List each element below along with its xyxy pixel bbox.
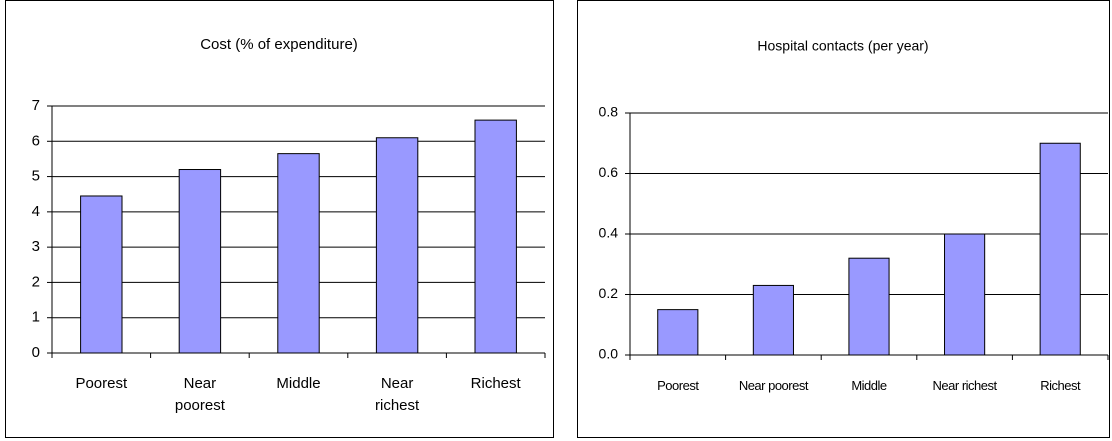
- x-tick-label-box: Near richest: [375, 375, 420, 414]
- x-tick-label: Richest: [470, 375, 521, 392]
- y-tick-label: 5: [32, 168, 40, 185]
- bar: [657, 309, 699, 356]
- chart-frame: [5, 0, 1110, 438]
- chart-title: Cost (% of expenditure): [200, 36, 358, 53]
- y-tick-label: 0: [32, 344, 40, 361]
- x-tick-label-box: Poorest: [75, 375, 128, 392]
- bar: [277, 153, 320, 354]
- y-tick-label: 1: [32, 309, 40, 326]
- y-tick-label: 0.2: [599, 285, 619, 301]
- chart: Hospital contacts (per year) 0.0 0.2 0.4 0.6…: [599, 38, 1109, 393]
- bar: [375, 137, 419, 354]
- x-tick-label: Near poorest: [738, 378, 809, 393]
- bar: [1039, 142, 1081, 356]
- chart-title: Hospital contacts (per year): [757, 38, 928, 54]
- chart-border: [577, 0, 1110, 438]
- x-tick-label: Near poorest: [174, 375, 225, 414]
- x-tick-label: Near richest: [932, 378, 998, 393]
- bar: [752, 284, 794, 356]
- bar: [80, 195, 123, 354]
- bar: [178, 169, 222, 354]
- x-tick-label-box: Middle: [276, 375, 321, 392]
- x-tick-label: Poorest: [657, 378, 699, 393]
- y-tick-label: 2: [32, 273, 40, 290]
- y-tick-label: 7: [32, 97, 40, 114]
- bar: [848, 257, 890, 356]
- y-tick-label: 3: [32, 238, 40, 255]
- x-tick-label: Richest: [1040, 378, 1081, 393]
- y-tick-label: 0.0: [599, 346, 619, 362]
- y-tick-label: 0.4: [599, 225, 619, 241]
- y-tick-label: 4: [32, 203, 40, 220]
- bar: [474, 119, 517, 354]
- x-tick-label: Poorest: [75, 375, 128, 392]
- x-tick-label-box: Richest: [470, 375, 521, 392]
- x-tick-label: Middle: [276, 375, 321, 392]
- x-tick-label-box: Richest: [1040, 378, 1081, 393]
- x-tick-label: Middle: [851, 378, 887, 393]
- chart: Cost (% of expenditure) 0 1 2 3 4 5 6 7 Poorest Ne…: [32, 36, 546, 414]
- x-tick-label-box: Near poorest: [174, 375, 225, 414]
- bar: [944, 233, 986, 356]
- y-tick-label: 0.8: [599, 104, 619, 120]
- x-tick-label: Near richest: [375, 375, 420, 414]
- y-tick-label: 6: [32, 132, 40, 149]
- x-tick-label-box: Near richest: [932, 378, 998, 393]
- x-tick-label-box: Near poorest: [738, 378, 809, 393]
- y-tick-label: 0.6: [599, 164, 619, 180]
- x-tick-label-box: Middle: [851, 378, 887, 393]
- x-tick-label-box: Poorest: [657, 378, 699, 393]
